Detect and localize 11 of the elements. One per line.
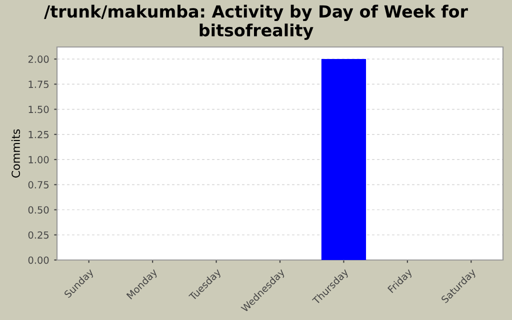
y-tick-label: 0.50 bbox=[28, 206, 49, 214]
y-tick-label: 0.25 bbox=[28, 231, 49, 239]
y-tick-label: 1.00 bbox=[28, 156, 49, 164]
y-axis-title: Commits bbox=[11, 129, 20, 178]
y-tick-label: 0.00 bbox=[28, 256, 49, 264]
y-tick-label: 1.50 bbox=[28, 106, 49, 114]
chart-title: /trunk/makumba: Activity by Day of Week for bitsofreality bbox=[44, 4, 468, 40]
y-tick-label: 2.00 bbox=[28, 56, 49, 63]
y-tick-label: 1.25 bbox=[28, 130, 49, 138]
y-tick-label: 0.75 bbox=[28, 181, 49, 188]
y-tick-label: 1.75 bbox=[28, 80, 49, 88]
